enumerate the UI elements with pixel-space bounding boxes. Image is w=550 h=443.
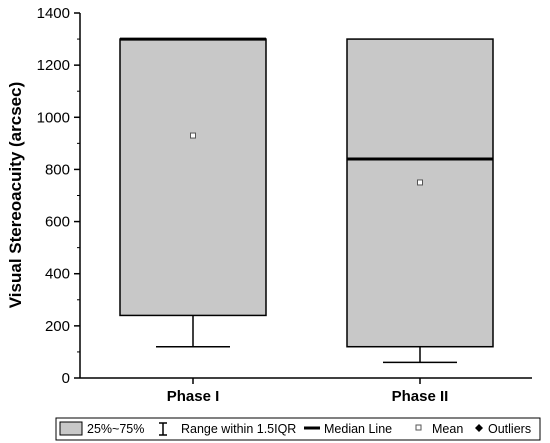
- boxes: [119, 37, 494, 364]
- legend-item-box: 25%~75%: [59, 421, 144, 436]
- box-1: [119, 37, 267, 348]
- y-axis-title: Visual Stereoacuity (arcsec): [6, 82, 25, 308]
- y-tick-label: 600: [45, 214, 70, 231]
- legend-outlier-symbol: [475, 424, 483, 432]
- box-2: [346, 38, 494, 364]
- iqr-box: [119, 38, 267, 317]
- y-tick-label: 400: [45, 266, 70, 283]
- mean-marker: [190, 132, 196, 139]
- y-tick-label: 1400: [37, 5, 70, 22]
- legend-range-label: Range within 1.5IQR: [181, 422, 296, 436]
- y-tick-label: 200: [45, 318, 70, 335]
- y-ticks: 0 200 400 600 800 1000 1200 1400: [37, 5, 80, 387]
- y-tick-label: 0: [62, 370, 70, 387]
- mean-marker: [417, 179, 423, 186]
- y-tick-label: 1200: [37, 57, 70, 74]
- x-tick-label: Phase I: [167, 388, 220, 405]
- legend-box-label: 25%~75%: [87, 422, 144, 436]
- legend-mean-label: Mean: [432, 422, 463, 436]
- legend-median-label: Median Line: [324, 422, 392, 436]
- legend-range-symbol: [159, 422, 167, 436]
- legend-item-outliers: Outliers: [475, 422, 531, 436]
- y-tick-label: 1000: [37, 109, 70, 126]
- x-ticks: Phase I Phase II: [167, 378, 449, 405]
- legend-item-mean: Mean: [415, 422, 463, 436]
- legend: 25%~75% Range within 1.5IQR Median Line …: [55, 417, 541, 441]
- legend-box-swatch: [59, 421, 83, 436]
- legend-mean-symbol: [415, 424, 422, 431]
- legend-item-median: Median Line: [304, 422, 392, 436]
- y-tick-label: 800: [45, 161, 70, 178]
- x-tick-label: Phase II: [392, 388, 449, 405]
- legend-outlier-label: Outliers: [488, 422, 531, 436]
- iqr-box: [346, 38, 494, 348]
- legend-item-range: Range within 1.5IQR: [159, 422, 296, 436]
- legend-frame: [55, 417, 541, 441]
